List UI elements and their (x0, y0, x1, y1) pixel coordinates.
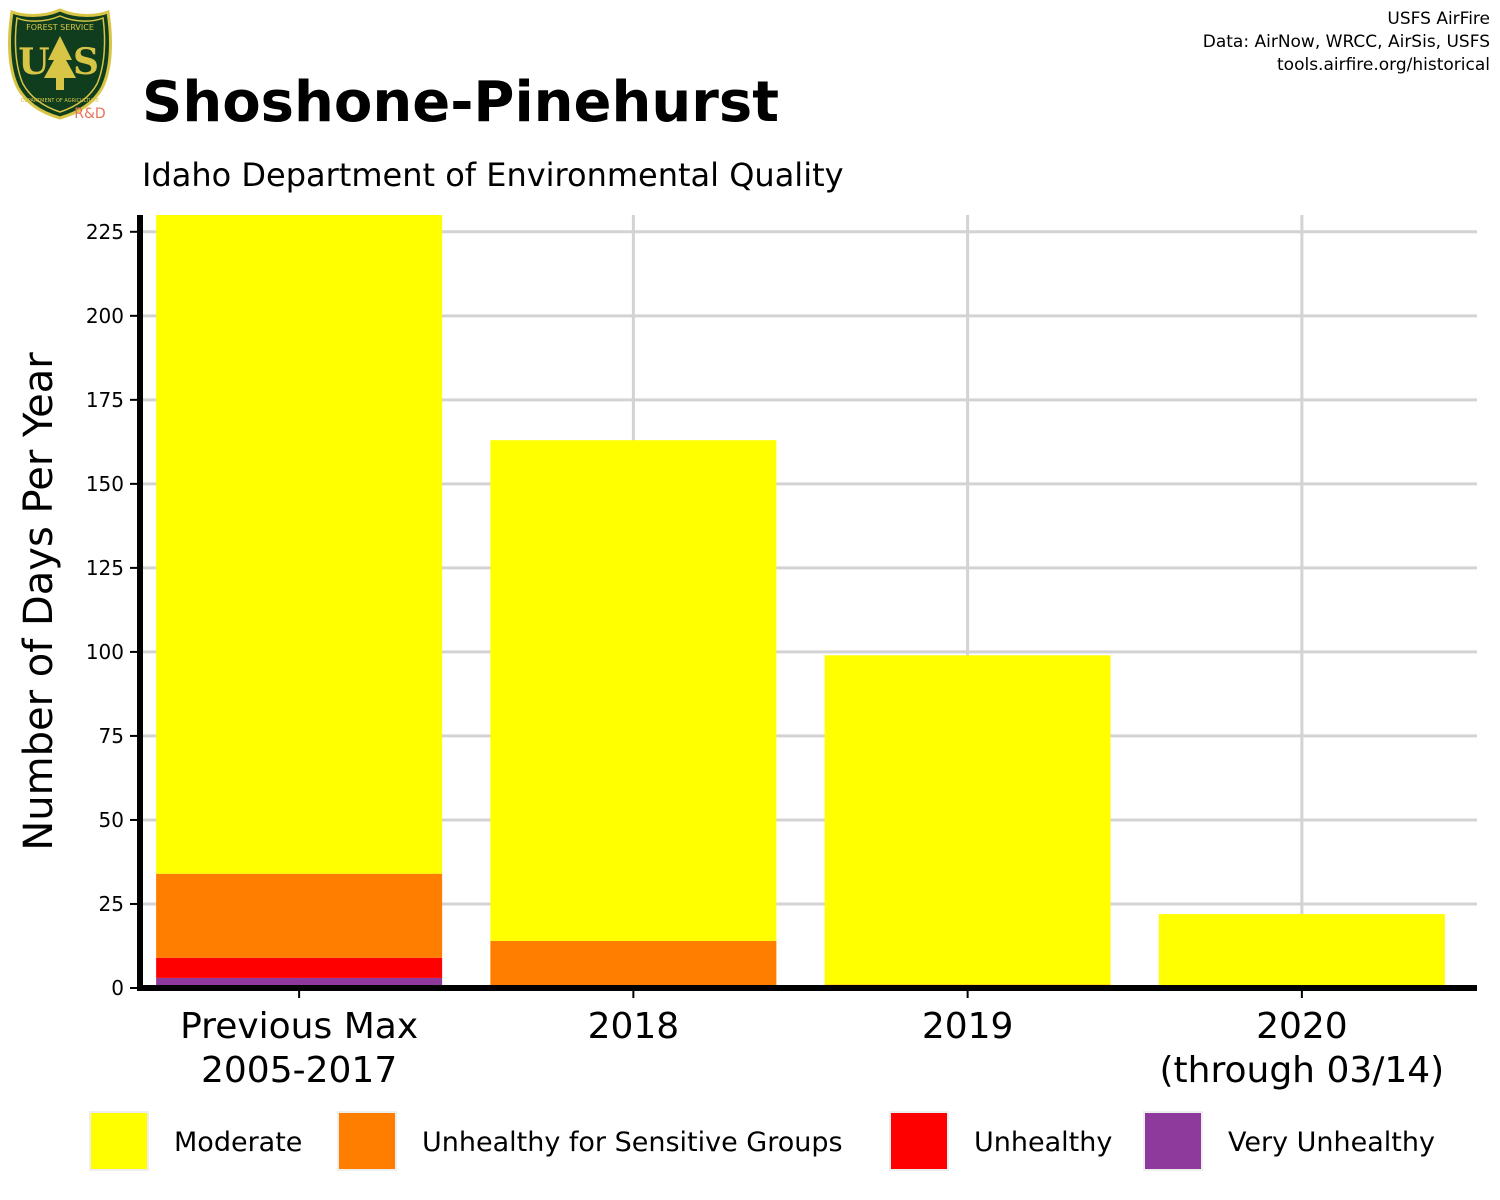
chart-title: Shoshone-Pinehurst (142, 70, 779, 135)
legend-swatch (337, 1111, 397, 1171)
bar-moderate (1158, 914, 1445, 988)
legend-label: Unhealthy (974, 1127, 1112, 1158)
legend-swatch (89, 1111, 149, 1171)
x-category-label: 2005-2017 (201, 1050, 397, 1091)
x-category-label: 2020 (1256, 1006, 1348, 1047)
y-tick-label: 125 (86, 556, 124, 580)
y-tick-label: 175 (86, 388, 124, 412)
bar-very-unhealthy (156, 977, 443, 988)
credit-line: USFS AirFire (1387, 9, 1490, 29)
x-category-label: 2018 (588, 1006, 680, 1047)
legend-label: Very Unhealthy (1228, 1127, 1435, 1158)
legend-swatch (889, 1111, 949, 1171)
logo-rd-tag: R&D (74, 106, 105, 120)
usfs-logo: U S FOREST SERVICE DEPARTMENT OF AGRICUL… (8, 8, 112, 120)
logo-letter-u: U (18, 41, 49, 83)
legend-swatch (1143, 1111, 1203, 1171)
y-tick-label: 100 (86, 640, 124, 664)
bar-unhealthy (156, 957, 443, 978)
x-category-label: 2019 (922, 1006, 1014, 1047)
bar-unhealthy-for-sensitive-groups (490, 940, 777, 988)
tree-icon (44, 36, 76, 90)
logo-bottom-text: DEPARTMENT OF AGRICULTURE (21, 98, 99, 104)
logo-letter-s: S (73, 41, 99, 83)
credit-line: Data: AirNow, WRCC, AirSis, USFS (1202, 32, 1490, 52)
bar-moderate (824, 655, 1111, 985)
y-tick-label: 75 (99, 724, 124, 748)
y-axis-title: Number of Days Per Year (16, 352, 62, 851)
credit-line: tools.airfire.org/historical (1277, 55, 1490, 75)
legend-label: Moderate (174, 1127, 302, 1158)
y-tick-label: 50 (99, 808, 124, 832)
x-category-label: (through 03/14) (1160, 1050, 1445, 1091)
logo-top-text: FOREST SERVICE (26, 23, 94, 32)
bar-moderate (156, 215, 443, 874)
bar-unhealthy-for-sensitive-groups (156, 873, 443, 958)
y-tick-label: 225 (86, 220, 124, 244)
legend-label: Unhealthy for Sensitive Groups (422, 1127, 843, 1158)
y-tick-label: 150 (86, 472, 124, 496)
bar-moderate (490, 440, 777, 941)
credits-block: USFS AirFire Data: AirNow, WRCC, AirSis,… (1203, 8, 1490, 77)
x-category-label: Previous Max (180, 1006, 418, 1047)
y-tick-label: 0 (111, 976, 124, 1000)
y-tick-label: 25 (99, 892, 124, 916)
y-tick-label: 200 (86, 304, 124, 328)
chart-subtitle: Idaho Department of Environmental Qualit… (142, 156, 844, 194)
